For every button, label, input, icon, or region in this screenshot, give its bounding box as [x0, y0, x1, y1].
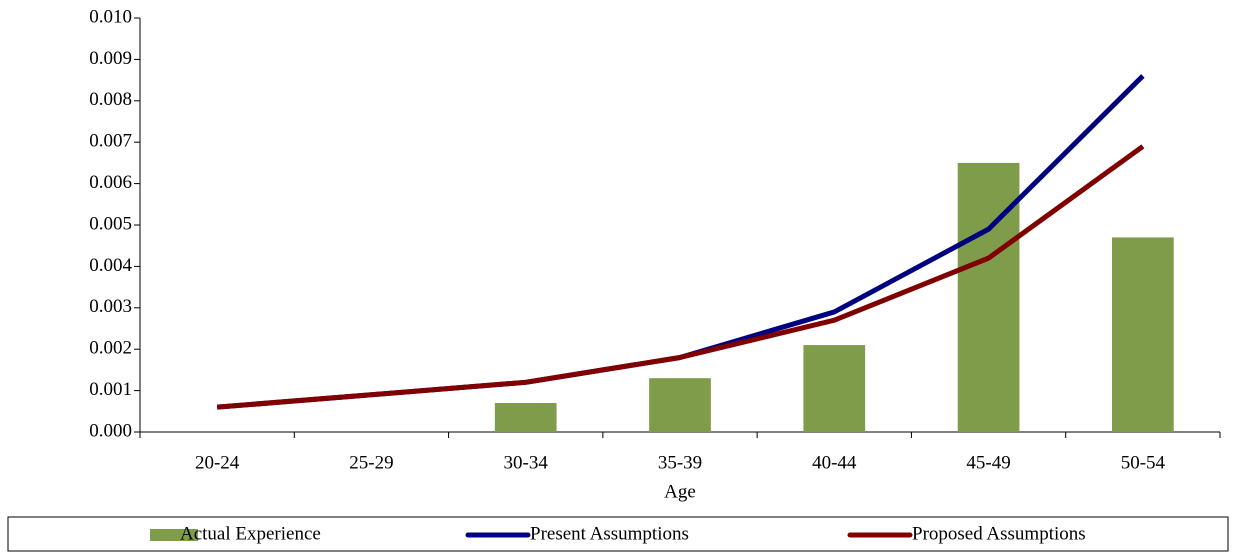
- line: [216, 144, 1145, 410]
- legend-label: Present Assumptions: [530, 523, 689, 544]
- x-tick-label: 45-49: [966, 452, 1010, 473]
- y-tick-label: 0.004: [89, 255, 132, 276]
- y-tick-label: 0.000: [89, 420, 132, 441]
- legend-label: Actual Experience: [180, 523, 321, 544]
- legend-box: [7, 516, 1229, 552]
- bar: [494, 403, 557, 432]
- y-tick-label: 0.005: [89, 213, 132, 234]
- legend-swatch: [150, 529, 198, 541]
- x-tick-label: 30-34: [504, 452, 549, 473]
- x-tick-label: 40-44: [812, 452, 857, 473]
- bar: [957, 162, 1020, 432]
- y-tick-label: 0.007: [89, 131, 132, 152]
- legend-label: Proposed Assumptions: [912, 523, 1086, 544]
- x-tick-label: 35-39: [658, 452, 702, 473]
- bar: [1112, 237, 1174, 432]
- y-tick-label: 0.009: [89, 48, 132, 69]
- bar: [649, 378, 711, 432]
- x-tick-label: 25-29: [349, 452, 393, 473]
- y-tick-label: 0.001: [89, 379, 132, 400]
- x-tick-label: 50-54: [1121, 452, 1166, 473]
- bar: [803, 345, 866, 432]
- y-tick-label: 0.003: [89, 296, 132, 317]
- y-tick-label: 0.006: [89, 172, 132, 193]
- y-tick-label: 0.010: [89, 6, 132, 27]
- x-tick-label: 20-24: [195, 452, 240, 473]
- y-tick-label: 0.002: [89, 338, 132, 359]
- x-axis-label: Age: [664, 481, 696, 502]
- y-tick-label: 0.008: [89, 89, 132, 110]
